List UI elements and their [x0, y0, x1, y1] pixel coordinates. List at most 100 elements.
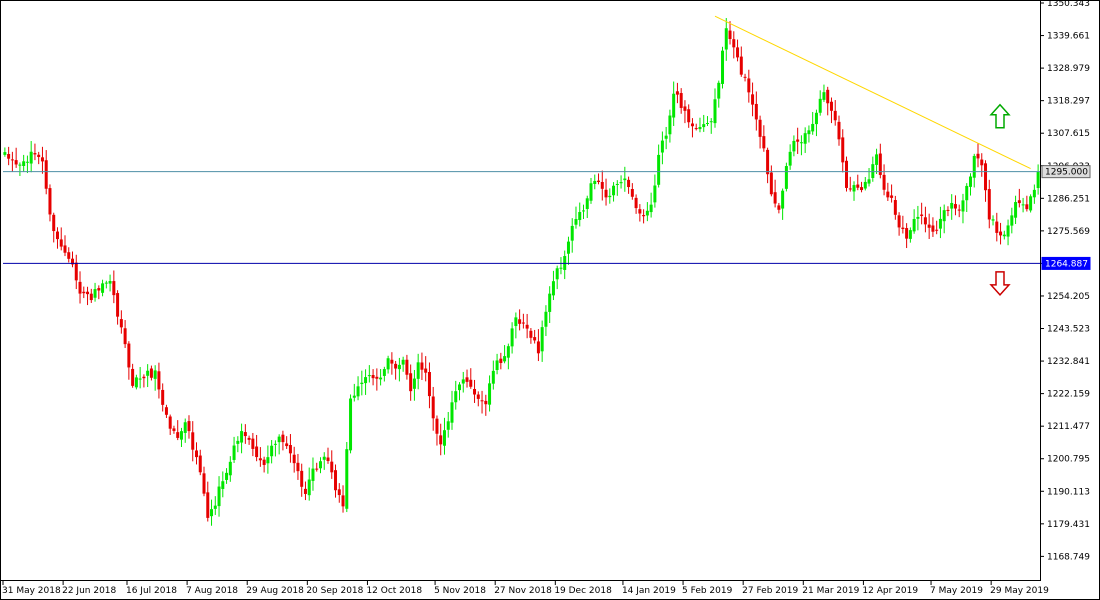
- candle: [717, 80, 721, 108]
- candle: [581, 204, 585, 220]
- candle-body: [506, 346, 510, 358]
- candle-body: [217, 486, 221, 507]
- candle: [409, 364, 413, 401]
- candle-body: [578, 212, 582, 221]
- x-tick-label: 14 Jan 2019: [622, 586, 676, 596]
- candle-body: [916, 216, 920, 219]
- candle: [296, 453, 300, 480]
- candle-body: [187, 421, 191, 432]
- candle: [74, 254, 78, 290]
- candle-body: [574, 219, 578, 225]
- candle: [240, 423, 244, 454]
- candle-body: [266, 457, 270, 464]
- candle: [957, 204, 961, 218]
- candle-body: [439, 435, 443, 445]
- candle: [59, 227, 63, 251]
- candle-body: [134, 377, 138, 388]
- candle: [311, 457, 315, 491]
- candle: [739, 46, 743, 77]
- candle-body: [976, 153, 980, 159]
- x-tick-label: 27 Feb 2019: [742, 586, 798, 596]
- candle-body: [548, 293, 552, 312]
- candle: [968, 173, 972, 196]
- candle: [405, 354, 409, 380]
- candle: [281, 430, 285, 451]
- y-tick-label: 1339.661: [1047, 32, 1090, 42]
- candle: [634, 194, 638, 214]
- candle: [608, 188, 612, 204]
- arrow-up-icon[interactable]: [989, 103, 1011, 129]
- candle-body: [829, 101, 833, 111]
- candle-body: [86, 291, 90, 295]
- x-tick-label: 29 May 2019: [990, 586, 1049, 596]
- candle: [127, 341, 131, 380]
- candle: [766, 147, 770, 184]
- candle: [431, 386, 435, 431]
- candle-body: [232, 445, 236, 460]
- candle: [597, 173, 601, 185]
- candle-body: [972, 155, 976, 178]
- candle-body: [991, 219, 995, 221]
- candle-body: [732, 39, 736, 48]
- candle: [300, 463, 304, 497]
- candle-body: [619, 182, 623, 184]
- candle: [984, 160, 988, 202]
- y-tick-label: 1350.343: [1047, 0, 1090, 9]
- candle-body: [311, 468, 315, 481]
- candle: [777, 202, 781, 214]
- candle-body: [484, 400, 488, 405]
- candle-body: [243, 432, 247, 437]
- candle-body: [897, 215, 901, 228]
- candle-body: [1025, 204, 1029, 210]
- candle-body: [728, 30, 732, 39]
- candle-body: [833, 110, 837, 121]
- candle: [1032, 184, 1036, 204]
- candle-body: [292, 454, 296, 464]
- y-tick-label: 1275.569: [1047, 227, 1090, 237]
- candle-body: [202, 473, 206, 494]
- candle: [593, 174, 597, 190]
- candle: [1017, 188, 1021, 208]
- candle-body: [442, 430, 446, 446]
- candle-body: [1002, 234, 1006, 237]
- candle: [55, 227, 59, 249]
- candle-body: [995, 221, 999, 233]
- candle-body: [461, 379, 465, 384]
- candle: [29, 141, 33, 173]
- x-tick-label: 19 Dec 2018: [554, 586, 612, 596]
- candle-body: [161, 389, 165, 405]
- candle-body: [225, 472, 229, 480]
- candle: [270, 440, 274, 464]
- candle: [938, 206, 942, 239]
- candle-body: [705, 122, 709, 124]
- candle-body: [968, 176, 972, 187]
- candle: [743, 73, 747, 82]
- candle: [412, 369, 416, 401]
- candle-body: [555, 268, 559, 280]
- x-tick-label: 20 Sep 2018: [306, 586, 363, 596]
- candle: [364, 369, 368, 395]
- candle: [164, 404, 168, 418]
- x-tick-label: 29 Aug 2018: [246, 586, 304, 596]
- trendline[interactable]: [714, 15, 1031, 170]
- candle: [860, 181, 864, 193]
- y-tick-label: 1211.477: [1047, 422, 1090, 432]
- candle: [946, 206, 950, 217]
- candle-body: [931, 225, 935, 232]
- candle-body: [40, 157, 44, 162]
- candle: [488, 375, 492, 412]
- candle-body: [367, 375, 371, 377]
- candle-body: [191, 432, 195, 450]
- candle-body: [63, 245, 67, 253]
- candle-body: [908, 230, 912, 239]
- candle: [1002, 230, 1006, 240]
- candle: [161, 383, 165, 412]
- candle-body: [382, 369, 386, 376]
- candle: [108, 274, 112, 292]
- candle: [841, 129, 845, 173]
- candle-body: [424, 368, 428, 373]
- candles-layer: [3, 18, 1040, 526]
- candle-body: [318, 461, 322, 469]
- arrow-down-icon[interactable]: [989, 271, 1011, 297]
